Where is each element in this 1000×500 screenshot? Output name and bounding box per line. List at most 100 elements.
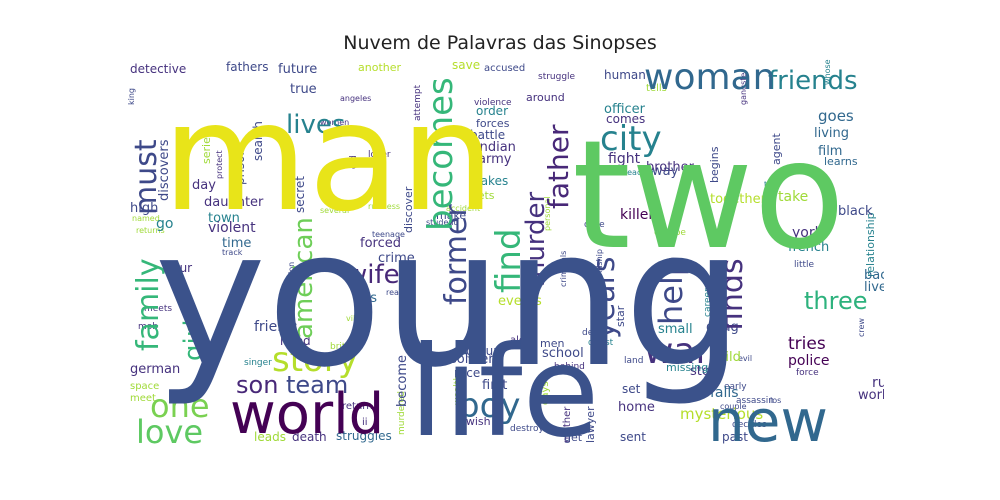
word-way: way: [652, 164, 679, 179]
word-new: new: [708, 387, 828, 449]
word-past: past: [722, 430, 748, 444]
word-accident: accident: [446, 204, 480, 213]
word-friend: friend: [254, 319, 295, 335]
word-three: three: [804, 287, 868, 315]
word-soldiers: soldiers: [450, 352, 501, 367]
word-girl: girl: [179, 319, 209, 361]
word-go: go: [156, 216, 173, 232]
word-wife: wife: [346, 260, 400, 290]
word-protect: protect: [215, 150, 224, 179]
word-series: series: [200, 131, 213, 164]
word-team: team: [286, 371, 348, 399]
word-us: us: [362, 291, 377, 306]
word-destroy: destroy: [510, 424, 544, 434]
word-couple: couple: [720, 402, 747, 411]
word-together: together: [710, 192, 767, 207]
word-land: land: [624, 356, 643, 366]
word-sets: sets: [472, 189, 495, 202]
word-british: british: [330, 342, 358, 352]
word-struggles: struggles: [336, 429, 392, 443]
word-french: french: [788, 240, 829, 255]
word-meets: meets: [144, 304, 172, 314]
word-evil: evil: [738, 354, 752, 363]
word-mysterious: mysterious: [680, 405, 763, 423]
word-tells: tells: [646, 83, 667, 94]
word-brother: brother: [646, 160, 695, 175]
chart-title: Nuvem de Palavras das Sinopses: [343, 32, 657, 54]
word-events: events: [498, 294, 542, 309]
word-first: first: [482, 378, 507, 393]
word-mother: mother: [562, 406, 573, 443]
word-man: man: [162, 71, 495, 245]
word-former: former: [439, 204, 474, 305]
word-daughter: daughter: [204, 195, 264, 210]
word-crime: crime: [378, 251, 415, 266]
word-angeles: angeles: [340, 94, 371, 103]
word-another: another: [358, 61, 401, 74]
word-race: race: [454, 366, 480, 380]
word-star: star: [614, 305, 627, 327]
word-cloud: gangster whose protect angeles lover women tea…: [127, 59, 884, 449]
word-escape: escape: [654, 228, 686, 238]
word-search: search: [251, 121, 265, 161]
word-return: return: [342, 401, 373, 412]
word-sent: sent: [620, 430, 646, 444]
word-forced: forced: [360, 236, 401, 251]
word-film: film: [818, 144, 842, 159]
word-life: life: [409, 320, 599, 449]
word-future: future: [278, 62, 317, 77]
word-ruthless: ruthless: [368, 202, 400, 211]
word-begins: begins: [708, 146, 721, 183]
word-four: four: [168, 261, 192, 275]
word-teenage: teenage: [372, 230, 405, 239]
word-two: two: [572, 109, 845, 283]
word-student: student: [426, 218, 457, 227]
word-get: get: [564, 431, 583, 444]
word-battle: battle: [470, 128, 505, 142]
word-school: school: [542, 346, 584, 361]
word-city: city: [600, 119, 662, 159]
word-days: days: [540, 381, 551, 405]
word-discover: discover: [402, 186, 415, 233]
word-death: death: [292, 430, 327, 444]
word-women: women: [320, 118, 349, 127]
word-discovers: discovers: [157, 139, 172, 201]
word-wealthy: wealthy: [453, 369, 463, 405]
word-army: army: [478, 152, 512, 167]
word-goes: goes: [818, 107, 854, 125]
word-york: york: [792, 225, 824, 241]
word-meet: meet: [130, 393, 156, 404]
word-trip: trip: [764, 180, 778, 189]
word-along: along: [510, 335, 538, 346]
word-comes: comes: [606, 112, 645, 126]
word-story: story: [272, 340, 358, 380]
word-career: career: [703, 288, 713, 317]
word-work: work: [858, 388, 884, 403]
word-named: named: [132, 214, 160, 223]
word-case: case: [584, 220, 605, 230]
word-takes: takes: [476, 174, 508, 188]
word-american: american: [289, 217, 319, 339]
word-falls: falls: [710, 385, 739, 401]
word-attempt: attempt: [413, 84, 423, 121]
word-stop: stop: [690, 364, 718, 379]
word-dead: dead: [582, 328, 604, 338]
word-friends: friends: [768, 66, 858, 96]
word-leads: leads: [254, 430, 286, 444]
word-criminals: criminals: [559, 251, 568, 287]
word-singer: singer: [244, 358, 272, 368]
word-set: set: [622, 382, 641, 396]
word-relationship: relationship: [864, 212, 877, 277]
word-true: true: [290, 82, 317, 97]
word-personal: personal: [543, 196, 552, 231]
word-little: little: [794, 260, 815, 270]
word-living: living: [814, 126, 849, 141]
word-town: town: [208, 211, 240, 226]
word-must: must: [129, 139, 164, 215]
word-journey: journey: [283, 280, 297, 326]
word-jewish: jewish: [455, 415, 491, 428]
word-police: police: [788, 353, 830, 369]
word-home: home: [618, 400, 655, 415]
word-murdered: murdered: [397, 391, 407, 435]
word-live: live: [864, 280, 884, 295]
